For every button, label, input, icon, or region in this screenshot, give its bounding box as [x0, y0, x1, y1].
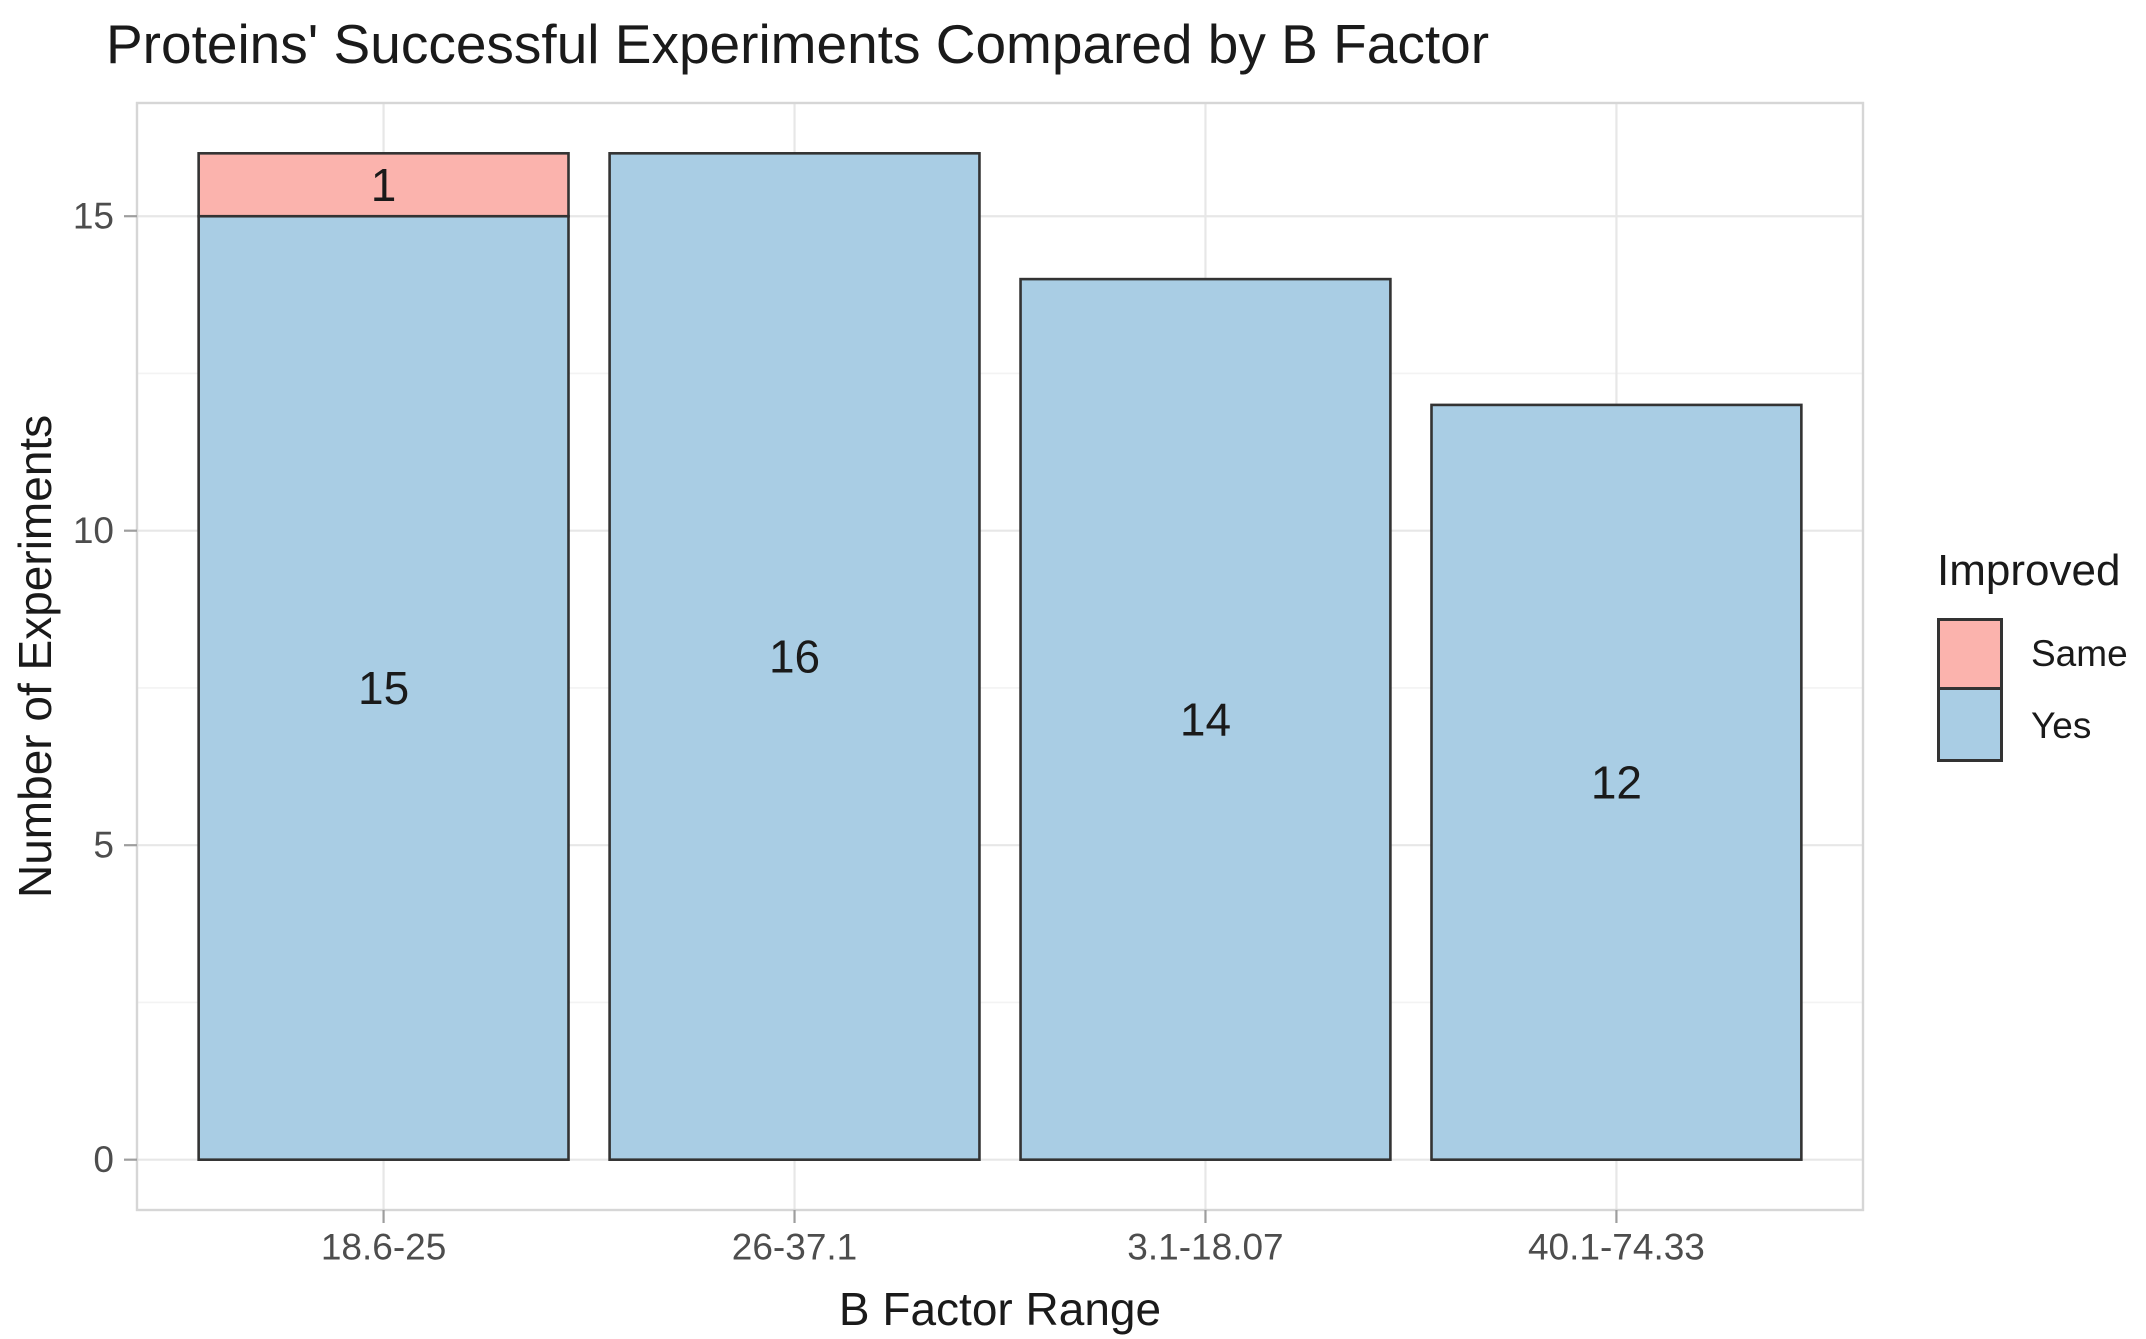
bar-value-label: 16 — [769, 631, 820, 683]
y-tick-label: 15 — [73, 196, 114, 237]
bar-segment-yes-3.1-18.07 — [1019, 277, 1392, 1161]
bar-segment-same-18.6-25 — [197, 152, 570, 218]
x-tick-label: 18.6-25 — [321, 1227, 447, 1268]
x-tick-label: 40.1-74.33 — [1528, 1227, 1705, 1268]
y-tick-label: 10 — [73, 510, 114, 551]
panel-border — [135, 101, 1865, 1212]
x-axis-title: B Factor Range — [838, 1283, 1162, 1335]
legend-swatch-same — [1937, 618, 2003, 690]
y-tick-label: 5 — [93, 825, 114, 866]
y-axis-title: Number of Experiments — [9, 414, 61, 899]
legend: Improved Same Yes — [1937, 546, 2128, 762]
legend-item-label: Same — [2031, 633, 2128, 674]
bar-value-labels: 15 1 16 14 12 — [358, 159, 1642, 809]
bar-segment-yes-18.6-25 — [197, 214, 570, 1161]
y-tick-labels: 0 5 10 15 — [73, 196, 114, 1180]
legend-title: Improved — [1937, 546, 2121, 595]
bar-segment-yes-40.1-74.33 — [1430, 403, 1803, 1161]
x-tick-labels: 18.6-25 26-37.1 3.1-18.07 40.1-74.33 — [321, 1227, 1705, 1268]
legend-item: Yes — [1937, 690, 2128, 762]
bars — [197, 152, 1803, 1161]
bar-value-label: 15 — [358, 662, 409, 714]
legend-item: Same — [1937, 618, 2128, 690]
chart-title: Proteins' Successful Experiments Compare… — [106, 13, 1490, 75]
bar-value-label: 14 — [1180, 693, 1231, 745]
legend-swatch-yes — [1937, 690, 2003, 762]
x-tick-label: 3.1-18.07 — [1127, 1227, 1283, 1268]
bar-value-label: 12 — [1591, 756, 1642, 808]
bar-segment-yes-26-37.1 — [608, 152, 981, 1161]
x-tick-label: 26-37.1 — [732, 1227, 858, 1268]
legend-item-label: Yes — [2031, 705, 2092, 746]
bar-value-label: 1 — [371, 159, 397, 211]
axis-ticks — [124, 215, 1618, 1223]
y-tick-label: 0 — [93, 1139, 114, 1180]
legend-keys: Same Yes — [1937, 618, 2128, 762]
